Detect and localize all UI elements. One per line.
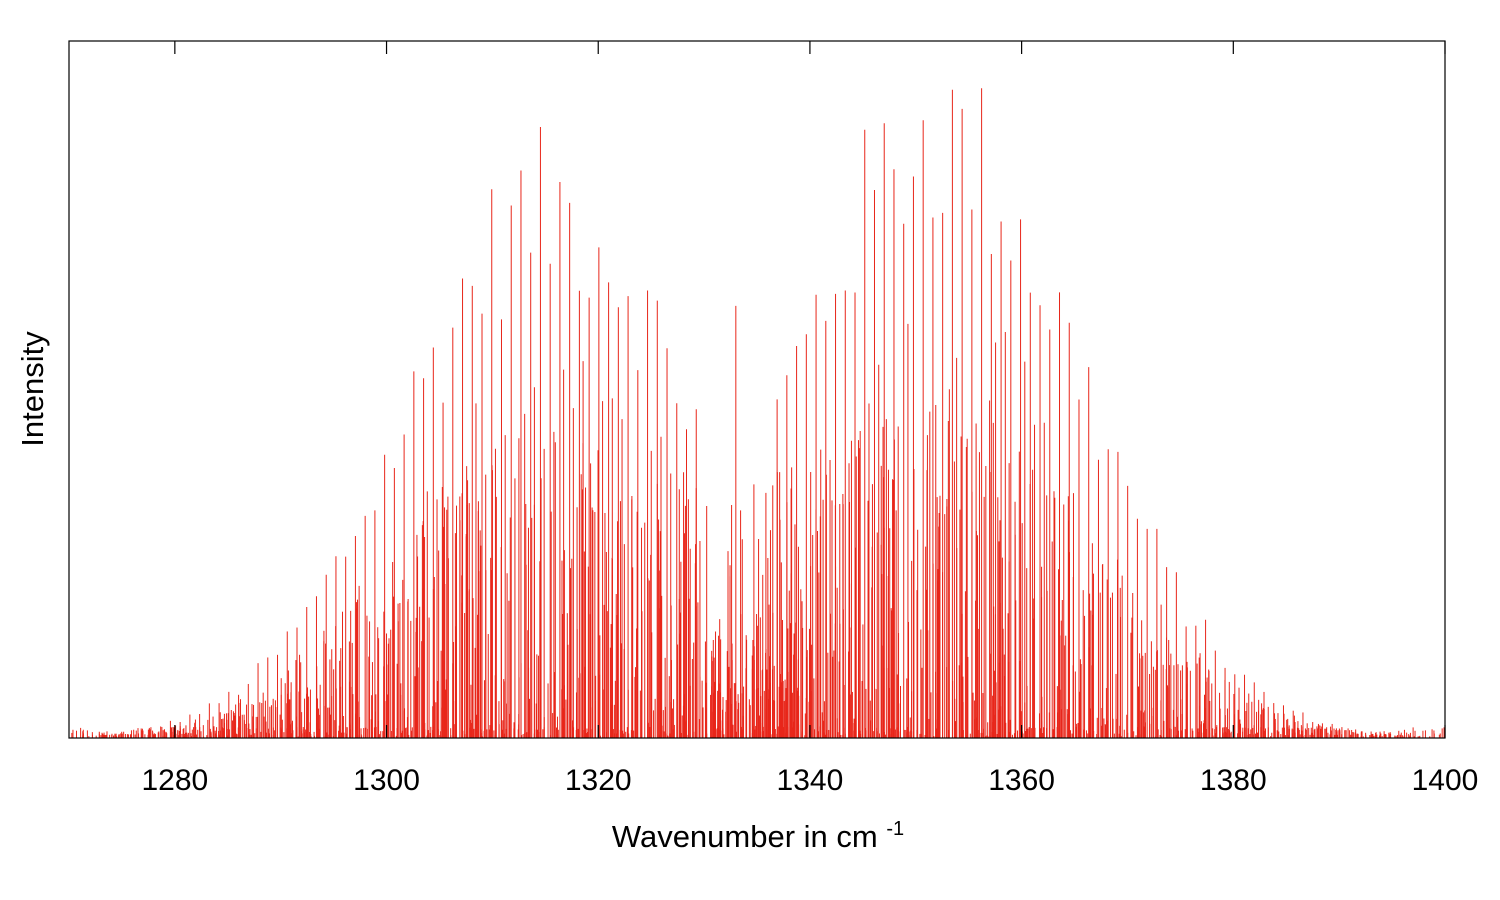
x-axis-label-superscript: -1 bbox=[886, 818, 904, 840]
spectrum-sticks bbox=[71, 88, 1445, 738]
x-tick-label: 1400 bbox=[1412, 764, 1479, 797]
x-tick-label: 1340 bbox=[777, 764, 844, 797]
x-axis-ticks bbox=[174, 41, 1446, 738]
x-tick-label: 1320 bbox=[565, 764, 632, 797]
x-tick-label: 1380 bbox=[1200, 764, 1267, 797]
x-axis-tick-labels: 1280 1300 1320 1340 1360 1380 1400 bbox=[141, 764, 1478, 797]
x-tick-label: 1280 bbox=[141, 764, 208, 797]
x-tick-label: 1360 bbox=[988, 764, 1055, 797]
y-axis-label: Intensity bbox=[15, 331, 50, 447]
x-tick-label: 1300 bbox=[353, 764, 420, 797]
plot-frame bbox=[68, 40, 1446, 739]
x-axis-label: Wavenumber in cm -1 bbox=[612, 818, 904, 854]
x-axis-label-text: Wavenumber in cm bbox=[612, 819, 878, 854]
